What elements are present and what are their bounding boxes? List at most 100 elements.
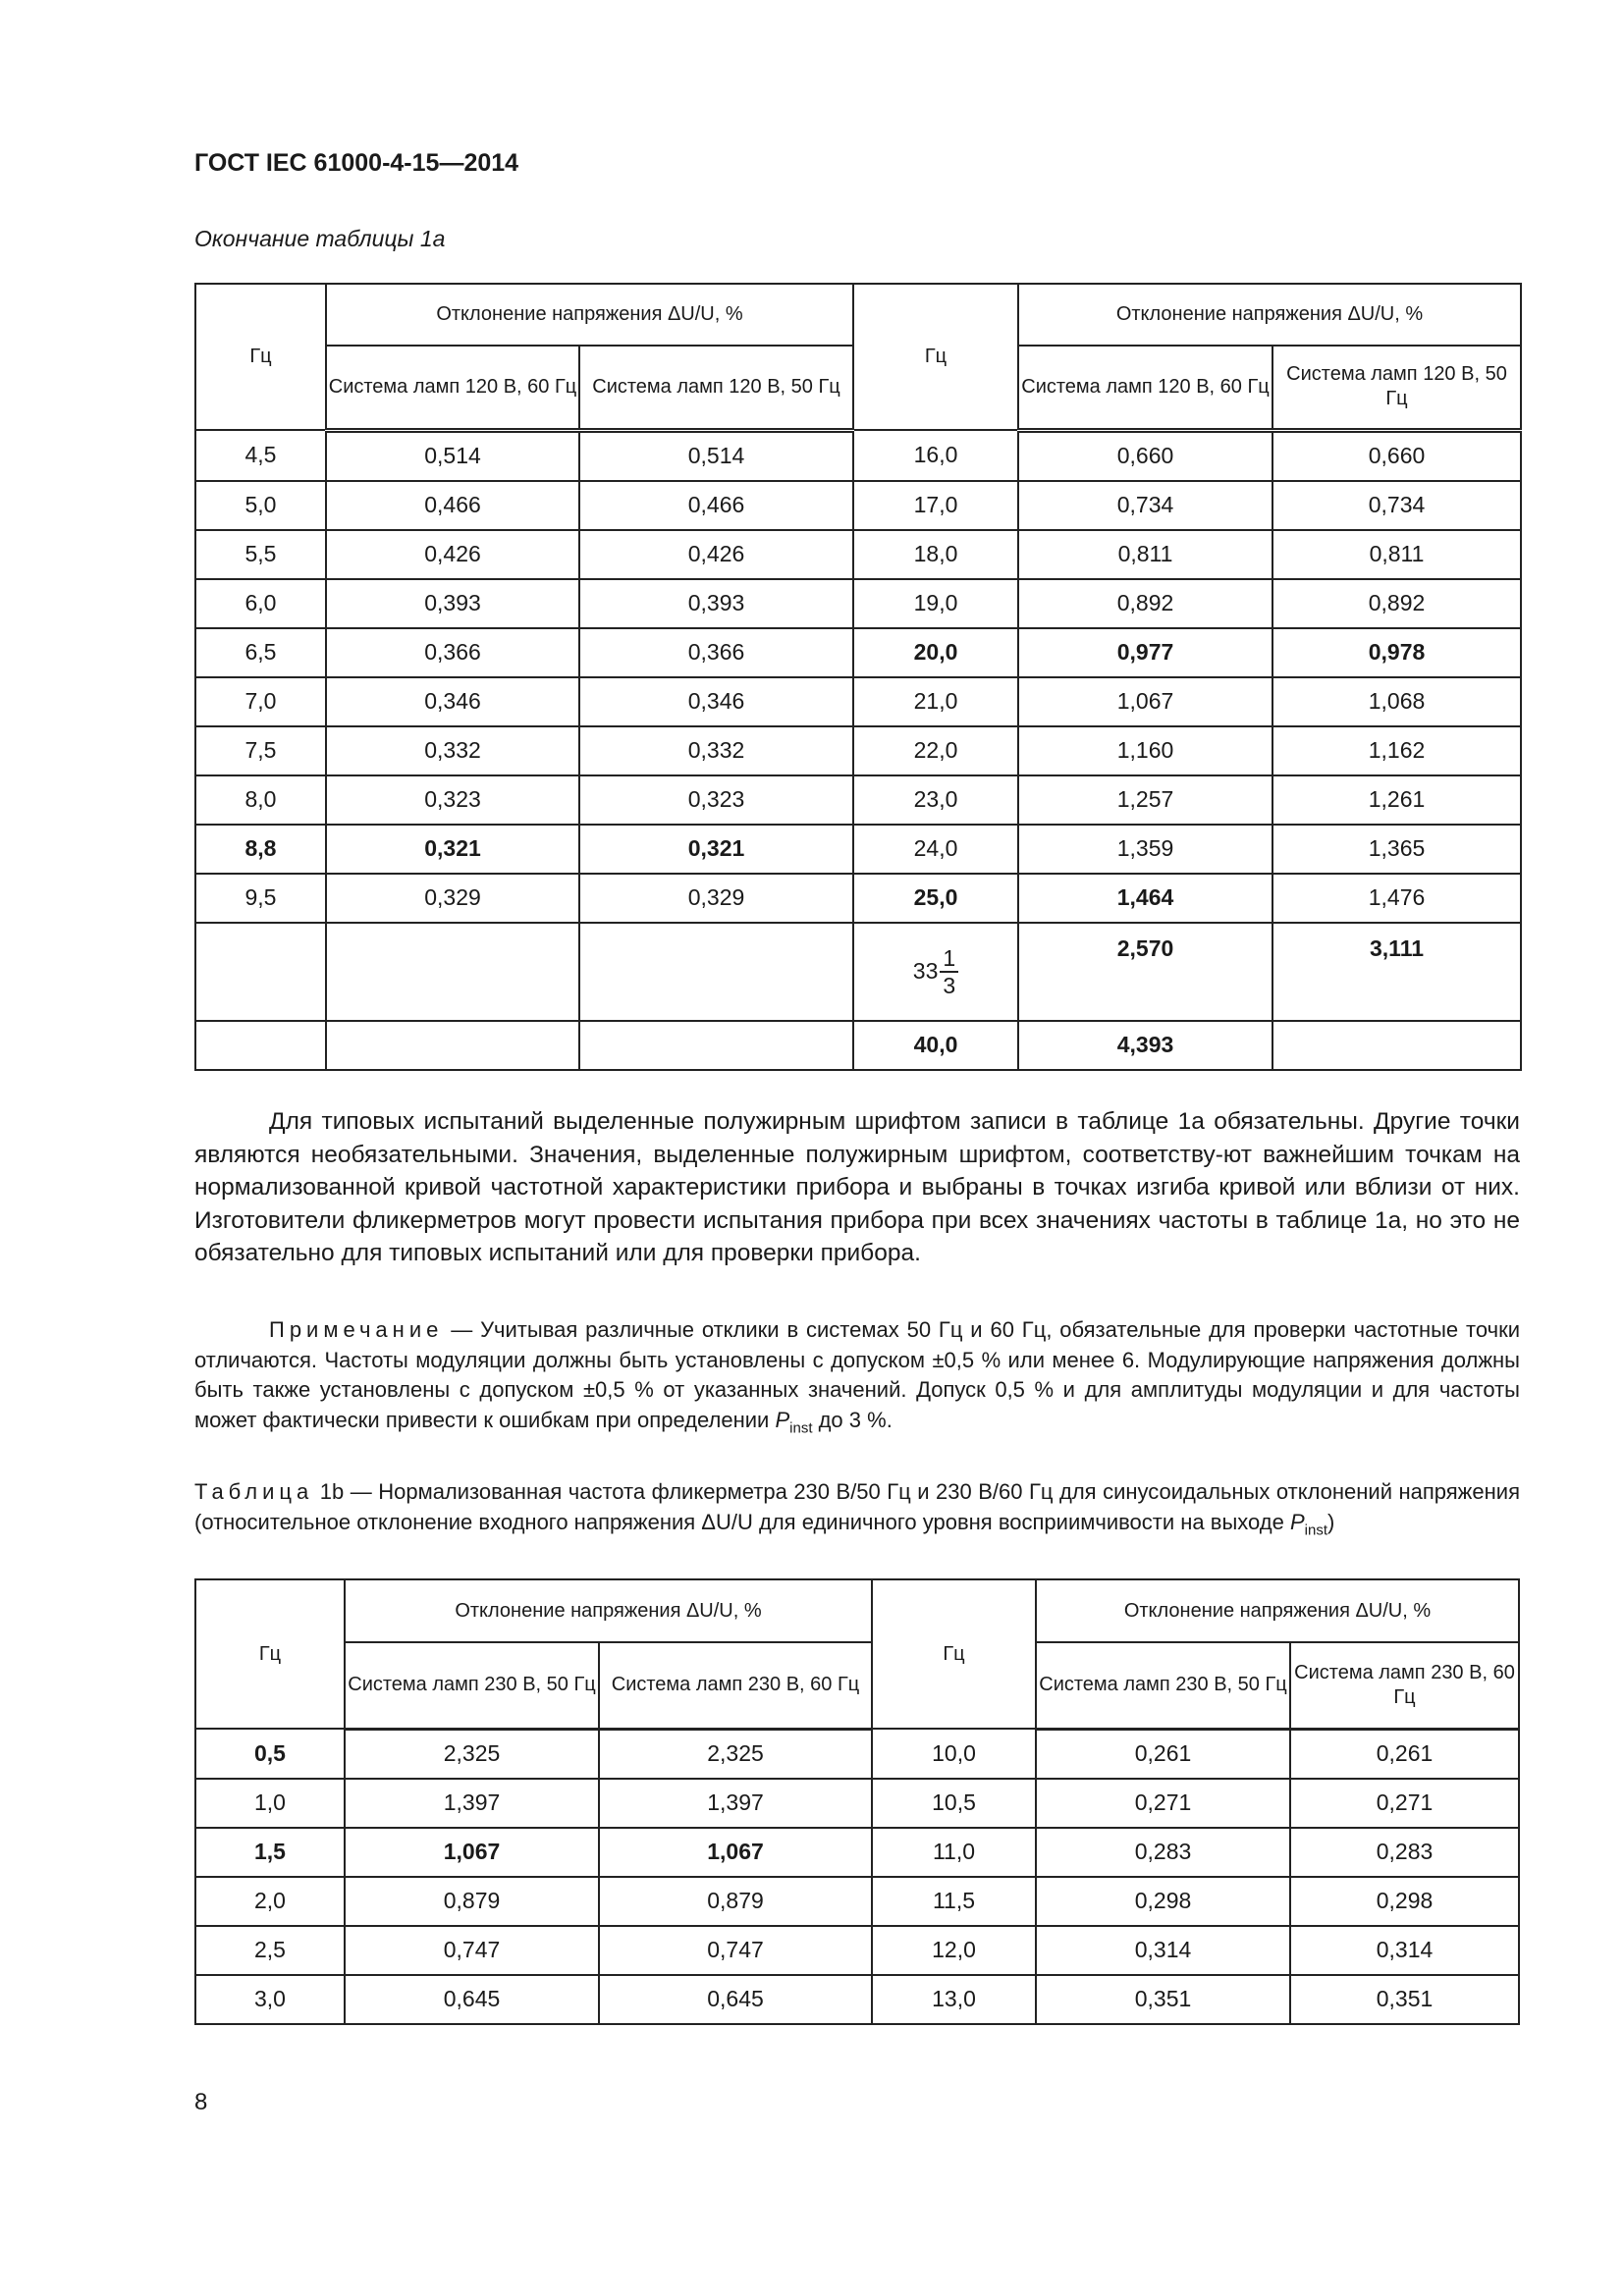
note-symbol: P: [775, 1407, 790, 1432]
value-cell: 0,298: [1035, 1875, 1291, 1927]
value-cell: 0,261: [1289, 1728, 1520, 1780]
table-row: 3,0 0,645 0,645 13,0 0,351 0,351: [194, 1973, 1520, 2025]
value-cell: 0,426: [325, 528, 580, 580]
caption-tail: ): [1326, 1509, 1335, 1534]
value-cell: 0,321: [325, 823, 580, 875]
value-cell: 0,314: [1035, 1924, 1291, 1976]
table-row: 2,5 0,747 0,747 12,0 0,314 0,314: [194, 1924, 1520, 1976]
value-cell: 0,271: [1035, 1777, 1291, 1829]
value-cell: 0,892: [1017, 577, 1273, 629]
value-cell: [325, 921, 580, 1022]
value-cell: 0,271: [1289, 1777, 1520, 1829]
fraction: 33 1 3: [912, 945, 959, 998]
value-cell: 0,298: [1289, 1875, 1520, 1927]
table-row: 8,0 0,323 0,323 23,0 1,257 1,261: [194, 774, 1522, 826]
table-row: 6,0 0,393 0,393 19,0 0,892 0,892: [194, 577, 1522, 629]
value-cell: 0,346: [578, 675, 854, 727]
value-cell: 0,747: [344, 1924, 600, 1976]
frequency-cell: 22,0: [852, 724, 1019, 776]
value-cell: 0,393: [325, 577, 580, 629]
column-group-header: Отклонение напряжения ΔU/U, %: [1035, 1578, 1520, 1643]
value-cell: 0,978: [1272, 626, 1522, 678]
frequency-cell: 11,0: [871, 1826, 1037, 1878]
column-header: Система ламп 230 В, 50 Гц: [1035, 1641, 1291, 1731]
frequency-cell: 8,8: [194, 823, 327, 875]
value-cell: 0,514: [325, 429, 580, 482]
value-cell: 0,321: [578, 823, 854, 875]
frequency-cell: 3,0: [194, 1973, 346, 2025]
frequency-cell: 10,5: [871, 1777, 1037, 1829]
frequency-cell: 8,0: [194, 774, 327, 826]
table-row: 0,5 2,325 2,325 10,0 0,261 0,261: [194, 1728, 1520, 1780]
frequency-cell: 25,0: [852, 872, 1019, 924]
value-cell: 1,160: [1017, 724, 1273, 776]
frequency-cell: 16,0: [852, 429, 1019, 482]
value-cell: [325, 1019, 580, 1071]
value-cell: 1,067: [1017, 675, 1273, 727]
value-cell: 0,332: [578, 724, 854, 776]
table-row: 40,0 4,393: [194, 1019, 1522, 1071]
table-row: 7,0 0,346 0,346 21,0 1,067 1,068: [194, 675, 1522, 727]
value-cell: 0,366: [578, 626, 854, 678]
value-cell: 1,257: [1017, 774, 1273, 826]
table-row: 5,5 0,426 0,426 18,0 0,811 0,811: [194, 528, 1522, 580]
column-header: Система ламп 230 В, 60 Гц: [598, 1641, 873, 1731]
note-subscript: inst: [789, 1418, 813, 1436]
frequency-cell: 21,0: [852, 675, 1019, 727]
frequency-cell: [194, 1019, 327, 1071]
frequency-cell: 6,5: [194, 626, 327, 678]
value-cell: 4,393: [1017, 1019, 1273, 1071]
value-cell: 1,261: [1272, 774, 1522, 826]
value-cell: 0,645: [598, 1973, 873, 2025]
frequency-cell: 5,5: [194, 528, 327, 580]
table-row: 2,0 0,879 0,879 11,5 0,298 0,298: [194, 1875, 1520, 1927]
frequency-cell: 10,0: [871, 1728, 1037, 1780]
fraction-numerator: 1: [940, 945, 959, 973]
value-cell: 0,393: [578, 577, 854, 629]
page-number: 8: [194, 2089, 208, 2115]
frequency-cell: 19,0: [852, 577, 1019, 629]
frequency-cell: 6,0: [194, 577, 327, 629]
value-cell: 0,660: [1017, 429, 1273, 482]
value-cell: 1,397: [344, 1777, 600, 1829]
frequency-cell: 2,5: [194, 1924, 346, 1976]
column-header: Система ламп 120 В, 50 Гц: [578, 345, 854, 433]
value-cell: 0,660: [1272, 429, 1522, 482]
frequency-cell: 40,0: [852, 1019, 1019, 1071]
value-cell: 0,329: [325, 872, 580, 924]
table-1a: Гц Отклонение напряжения ΔU/U, % Гц Откл…: [194, 283, 1522, 1071]
caption-subscript: inst: [1304, 1521, 1327, 1538]
frequency-cell: 1,5: [194, 1826, 346, 1878]
column-header: Система ламп 120 В, 60 Гц: [1017, 345, 1273, 433]
fraction-whole: 33: [912, 958, 939, 984]
value-cell: 0,514: [578, 429, 854, 482]
value-cell: [1272, 1019, 1522, 1071]
value-cell: 0,811: [1272, 528, 1522, 580]
table-row: 5,0 0,466 0,466 17,0 0,734 0,734: [194, 479, 1522, 531]
value-cell: 1,067: [344, 1826, 600, 1878]
frequency-cell: 1,0: [194, 1777, 346, 1829]
frequency-cell: 12,0: [871, 1924, 1037, 1976]
table-1b: Гц Отклонение напряжения ΔU/U, % Гц Откл…: [194, 1578, 1520, 2025]
caption-symbol: P: [1289, 1509, 1305, 1534]
value-cell: 0,329: [578, 872, 854, 924]
frequency-cell: 0,5: [194, 1728, 346, 1780]
value-cell: 1,397: [598, 1777, 873, 1829]
value-cell: 1,067: [598, 1826, 873, 1878]
value-cell: 2,325: [598, 1728, 873, 1780]
value-cell: 0,366: [325, 626, 580, 678]
column-header-hz: Гц: [194, 283, 327, 431]
table-row: 33 1 3 2,570 3,111: [194, 921, 1522, 1022]
value-cell: 0,323: [578, 774, 854, 826]
column-header-hz: Гц: [194, 1578, 346, 1730]
fraction-denominator: 3: [943, 972, 956, 998]
value-cell: 1,359: [1017, 823, 1273, 875]
table-row: 1,5 1,067 1,067 11,0 0,283 0,283: [194, 1826, 1520, 1878]
value-cell: 0,747: [598, 1924, 873, 1976]
value-cell: 0,879: [344, 1875, 600, 1927]
value-cell: 0,466: [325, 479, 580, 531]
value-cell: 0,314: [1289, 1924, 1520, 1976]
table-1b-caption: Таблица 1b — Нормализованная частота фли…: [194, 1477, 1520, 1545]
frequency-cell: 24,0: [852, 823, 1019, 875]
column-group-header: Отклонение напряжения ΔU/U, %: [325, 283, 854, 347]
